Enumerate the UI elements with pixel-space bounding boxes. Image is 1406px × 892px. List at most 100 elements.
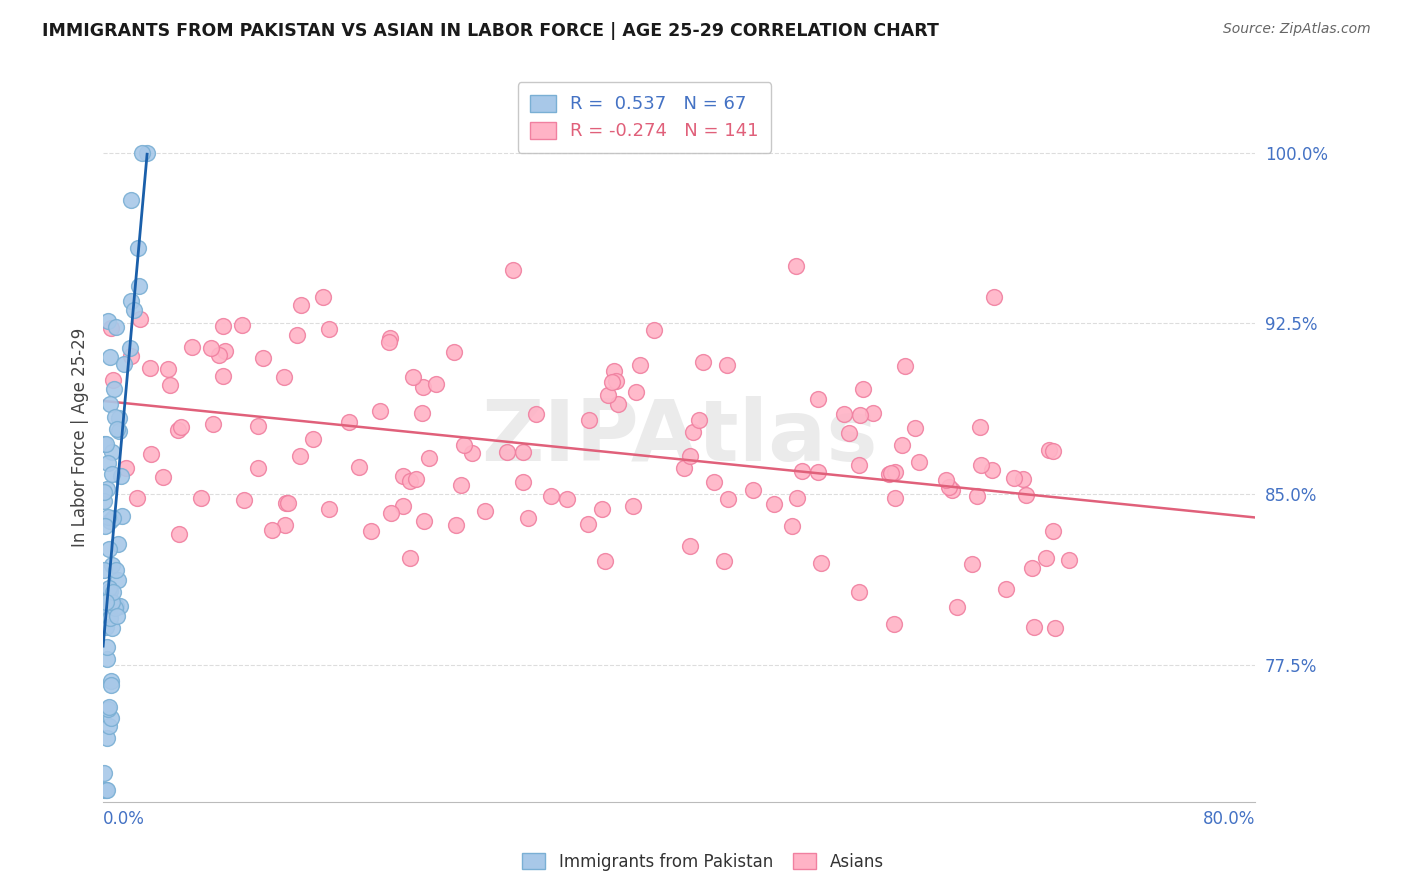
Point	[848, 458, 870, 472]
Point	[93, 484, 115, 499]
Point	[883, 465, 905, 479]
Point	[127, 241, 149, 255]
Point	[105, 320, 128, 334]
Point	[101, 510, 124, 524]
Point	[159, 378, 181, 392]
Point	[100, 599, 122, 613]
Point	[93, 783, 115, 797]
Point	[688, 413, 710, 427]
Point	[110, 468, 132, 483]
Point	[97, 509, 120, 524]
Point	[100, 595, 122, 609]
Point	[107, 537, 129, 551]
Point	[101, 444, 124, 458]
Point	[181, 341, 204, 355]
Point	[101, 558, 124, 572]
Point	[96, 731, 118, 746]
Point	[97, 456, 120, 470]
Point	[200, 341, 222, 355]
Point	[202, 417, 225, 432]
Point	[893, 359, 915, 373]
Point	[673, 461, 696, 475]
Point	[540, 489, 562, 503]
Point	[412, 515, 434, 529]
Point	[101, 373, 124, 387]
Point	[602, 364, 624, 378]
Point	[605, 375, 627, 389]
Point	[945, 600, 967, 615]
Point	[1043, 621, 1066, 635]
Point	[378, 334, 401, 349]
Point	[208, 348, 231, 362]
Point	[1042, 444, 1064, 458]
Point	[576, 516, 599, 531]
Point	[318, 502, 340, 516]
Point	[108, 599, 131, 614]
Point	[849, 408, 872, 422]
Point	[136, 145, 159, 160]
Point	[883, 617, 905, 632]
Point	[713, 554, 735, 568]
Point	[107, 573, 129, 587]
Point	[157, 362, 180, 376]
Point	[108, 411, 131, 425]
Point	[474, 504, 496, 518]
Point	[107, 424, 129, 438]
Point	[1021, 561, 1043, 575]
Point	[97, 702, 120, 716]
Point	[412, 380, 434, 394]
Point	[624, 384, 647, 399]
Point	[252, 351, 274, 365]
Point	[512, 475, 534, 489]
Point	[274, 518, 297, 533]
Point	[810, 556, 832, 570]
Point	[98, 542, 121, 557]
Point	[970, 458, 993, 473]
Text: ZIPAtlas: ZIPAtlas	[481, 396, 877, 479]
Point	[741, 483, 763, 498]
Point	[214, 343, 236, 358]
Point	[832, 407, 855, 421]
Point	[105, 422, 128, 436]
Point	[262, 523, 284, 537]
Text: IMMIGRANTS FROM PAKISTAN VS ASIAN IN LABOR FORCE | AGE 25-29 CORRELATION CHART: IMMIGRANTS FROM PAKISTAN VS ASIAN IN LAB…	[42, 22, 939, 40]
Point	[98, 581, 121, 595]
Point	[1012, 472, 1035, 486]
Point	[125, 491, 148, 506]
Text: Source: ZipAtlas.com: Source: ZipAtlas.com	[1223, 22, 1371, 37]
Point	[398, 475, 420, 489]
Point	[100, 467, 122, 482]
Point	[120, 194, 142, 208]
Point	[807, 392, 830, 406]
Point	[167, 526, 190, 541]
Legend: R =  0.537   N = 67, R = -0.274   N = 141: R = 0.537 N = 67, R = -0.274 N = 141	[517, 82, 772, 153]
Point	[692, 354, 714, 368]
Point	[100, 674, 122, 689]
Point	[891, 438, 914, 452]
Point	[111, 509, 134, 524]
Point	[524, 407, 547, 421]
Point	[807, 466, 830, 480]
Point	[190, 491, 212, 505]
Point	[347, 460, 370, 475]
Point	[105, 599, 128, 613]
Point	[312, 290, 335, 304]
Point	[120, 342, 142, 356]
Point	[273, 369, 295, 384]
Point	[450, 478, 472, 492]
Point	[495, 445, 517, 459]
Y-axis label: In Labor Force | Age 25-29: In Labor Force | Age 25-29	[72, 327, 89, 547]
Point	[443, 344, 465, 359]
Point	[852, 382, 875, 396]
Point	[94, 519, 117, 533]
Point	[1002, 470, 1025, 484]
Point	[717, 491, 740, 506]
Point	[762, 497, 785, 511]
Point	[97, 314, 120, 328]
Point	[104, 601, 127, 615]
Point	[128, 311, 150, 326]
Point	[93, 563, 115, 577]
Point	[98, 584, 121, 599]
Point	[247, 460, 270, 475]
Point	[1038, 443, 1060, 458]
